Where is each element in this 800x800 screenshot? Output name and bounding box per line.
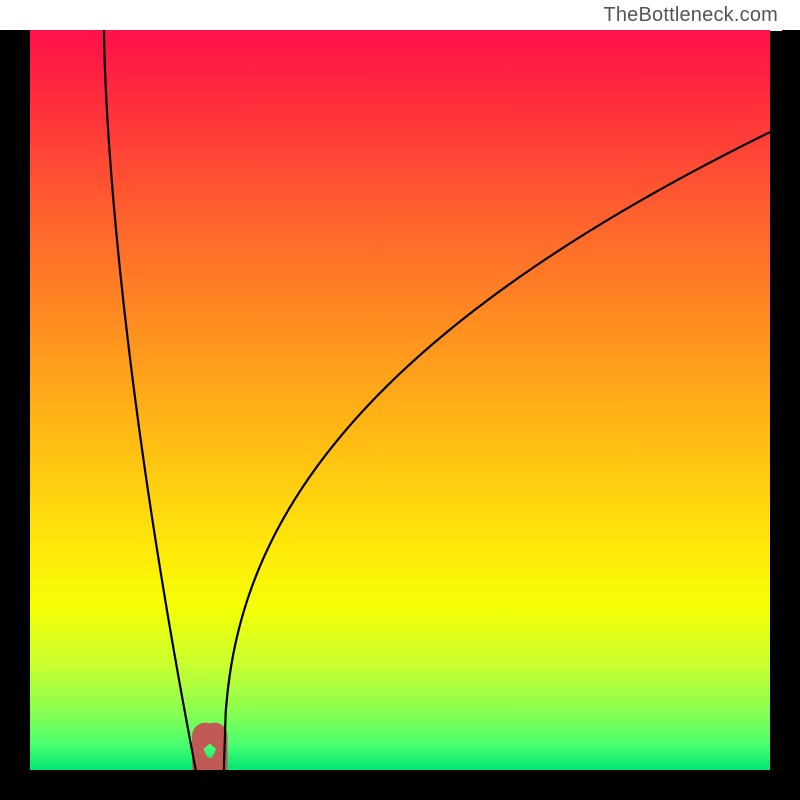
watermark-text: TheBottleneck.com	[599, 4, 782, 31]
plot-background	[30, 30, 770, 770]
bottleneck-chart	[30, 30, 770, 770]
chart-stage: TheBottleneck.com	[0, 0, 800, 800]
